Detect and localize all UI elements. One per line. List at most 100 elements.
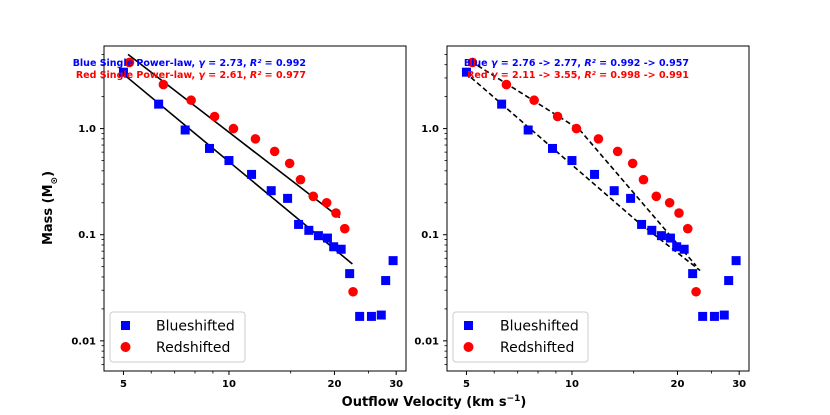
left-redshifted-point [186,95,196,106]
right-xtick-label: 5 [463,379,470,390]
left-y-ticks: 0.01 0.1 1.0 [71,54,104,365]
right-blueshifted-point [609,186,619,196]
left-redshifted-point [348,286,358,297]
right-blueshifted-point [637,219,647,229]
right-redshifted-point [529,95,539,106]
right-blueshifted-point [724,276,734,286]
left-blueshifted-point [336,244,346,254]
right-blueshifted-point [548,143,558,153]
left-redshifted-point [209,111,220,122]
right-blueshifted-point [656,231,666,241]
left-blueshifted-point [180,125,190,135]
right-data-points [461,57,741,321]
y-axis-label: Mass (M⊙) [41,171,60,245]
right-xtick-label: 10 [565,379,579,390]
left-plot-frame [103,45,407,372]
right-redshifted-point [612,146,623,157]
left-blueshifted-point [283,193,293,203]
left-xtick-label: 5 [120,379,127,390]
right-redshifted-point [467,57,478,68]
right-blueshifted-point [461,67,471,77]
left-blueshifted-point [345,269,355,279]
right-xtick-label: 20 [671,379,685,390]
right-redshifted-point [501,79,512,90]
x-axis-label: Outflow Velocity (km s−1) [342,394,527,410]
left-xtick-label: 20 [328,379,342,390]
left-blueshifted-point [376,310,386,320]
left-redshifted-point [269,146,280,157]
right-blueshifted-point [626,193,636,203]
right-blueshifted-point [665,233,675,243]
right-plot-frame [446,45,750,372]
left-data-points [118,57,398,321]
right-y-ticks: 0.01 0.1 1.0 [414,54,447,365]
left-blueshifted-point [154,99,164,109]
right-legend-circle-marker [463,342,474,352]
left-blueshifted-point [247,169,257,179]
left-annotation-red: Red Single Power-law, γ = 2.61, R² = 0.9… [76,70,306,81]
left-redshifted-point [228,123,239,134]
right-blueshifted-point [590,169,600,179]
right-redshifted-point [638,174,649,185]
right-redshifted-point [674,208,684,218]
right-redshifted-point [682,223,693,234]
left-redshifted-point [284,158,295,169]
left-legend: Blueshifted Redshifted [109,311,246,363]
left-blueshifted-point [304,225,314,235]
right-ytick-label: 1.0 [421,124,439,135]
right-blueshifted-point [567,156,577,166]
right-blueshifted-point [698,311,708,321]
left-blueshifted-point [388,256,398,266]
right-legend-blueshifted: Blueshifted [500,319,579,335]
right-redshifted-point [691,286,701,297]
left-redshifted-point [308,191,319,202]
right-xtick-label: 30 [732,379,746,390]
right-legend: Blueshifted Redshifted [452,311,589,363]
right-annotation-red: Red γ = 2.11 -> 3.55, R² = 0.998 -> 0.99… [467,70,689,81]
left-redshifted-point [339,223,350,234]
left-redshifted-point [250,134,261,144]
right-legend-square-marker [464,321,473,330]
left-blueshifted-point [224,156,234,166]
left-legend-square-marker [121,321,130,330]
right-ytick-label: 0.1 [421,230,439,241]
left-redshifted-point [158,79,169,90]
right-blueshifted-point [709,311,719,321]
right-redshifted-point [627,158,638,169]
right-blueshifted-point [688,269,698,279]
right-ytick-label: 0.01 [414,336,439,347]
right-blueshifted-point [672,242,682,252]
right-redshifted-point [552,111,563,122]
right-annotation-blue: Blue γ = 2.76 -> 2.77, R² = 0.992 -> 0.9… [464,58,689,69]
left-redshifted-point [295,174,306,185]
left-blueshifted-point [313,231,323,241]
left-blueshifted-point [329,242,339,252]
left-blueshifted-point [366,311,376,321]
left-x-ticks: 5 10 20 30 [120,371,403,390]
left-redshifted-point [321,197,332,208]
left-blueshifted-point [322,233,332,243]
left-blueshifted-point [294,219,304,229]
left-annotation-blue: Blue Single Power-law, γ = 2.73, R² = 0.… [73,58,306,69]
left-blueshifted-point [266,186,276,196]
right-legend-redshifted: Redshifted [500,340,574,356]
right-x-ticks: 5 10 20 30 [463,371,746,390]
left-legend-circle-marker [120,342,131,352]
left-legend-blueshifted: Blueshifted [156,319,235,335]
left-ytick-label: 1.0 [78,124,96,135]
right-blueshifted-point [497,99,507,109]
left-ytick-label: 0.1 [78,230,96,241]
right-blueshifted-point [647,225,657,235]
right-blueshifted-point [719,310,729,320]
right-legend-box [452,311,589,363]
right-redshifted-point [664,197,675,208]
right-blueshifted-point [731,256,741,266]
left-blueshifted-point [118,67,128,77]
left-panel: 5 10 20 30 0.01 0.1 1.0 Blue Single Power-law… [71,45,407,390]
left-blueshifted-point [381,276,391,286]
right-fit-line-1 [464,71,701,272]
left-legend-box [109,311,246,363]
right-redshifted-point [571,123,582,134]
left-ytick-label: 0.01 [71,336,96,347]
